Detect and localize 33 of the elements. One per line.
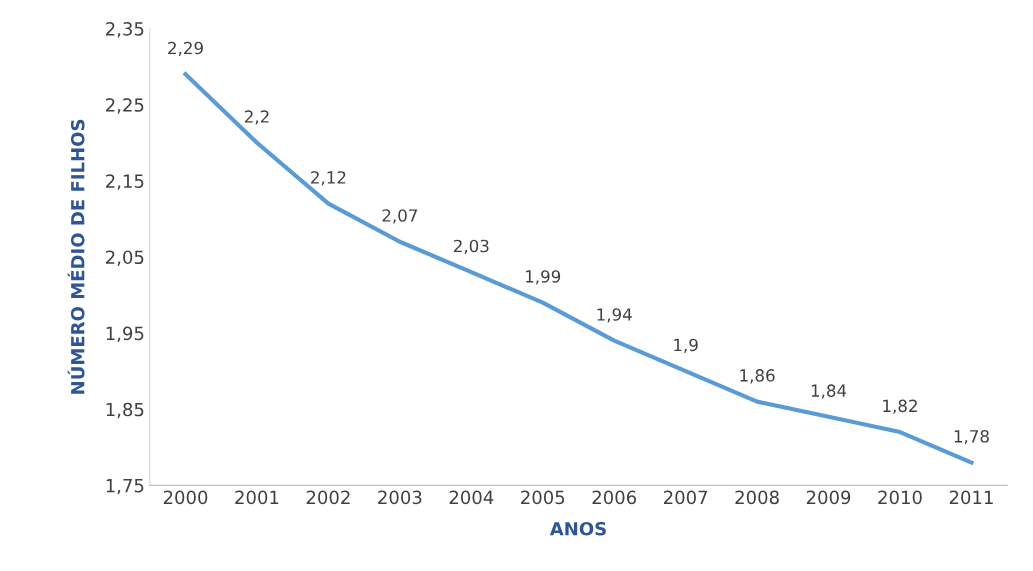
data-label: 1,78 bbox=[954, 430, 989, 445]
x-tick-label: 2008 bbox=[735, 490, 779, 505]
data-label: 2,07 bbox=[382, 209, 417, 224]
y-tick-label: 2,05 bbox=[106, 250, 144, 266]
data-label: 2,29 bbox=[168, 41, 203, 57]
x-tick-label: 2007 bbox=[664, 490, 708, 505]
data-label: 2,12 bbox=[311, 171, 346, 186]
x-tick-label: 2010 bbox=[878, 490, 922, 505]
data-label: 1,82 bbox=[883, 399, 917, 414]
y-tick-label: 1,85 bbox=[106, 402, 144, 419]
data-label: 2,03 bbox=[453, 239, 489, 254]
x-axis-title: ANOS bbox=[549, 521, 606, 536]
x-tick-label: 2006 bbox=[592, 490, 637, 505]
x-tick-label: 2009 bbox=[806, 490, 851, 505]
data-label: 1,86 bbox=[740, 369, 775, 384]
data-label: 1,84 bbox=[811, 384, 847, 399]
x-tick-label: 2002 bbox=[306, 490, 350, 505]
y-axis-title: NÚMERO MÉDIO DE FILHOS bbox=[67, 119, 85, 394]
x-tick-label: 2011 bbox=[949, 490, 993, 505]
x-tick-label: 2004 bbox=[449, 490, 494, 505]
data-label: 1,94 bbox=[597, 308, 632, 323]
y-tick-label: 1,95 bbox=[106, 326, 144, 343]
data-label: 2,2 bbox=[244, 110, 269, 125]
data-label: 1,9 bbox=[674, 338, 698, 353]
x-tick-label: 2003 bbox=[378, 490, 422, 505]
x-tick-label: 2000 bbox=[163, 490, 208, 505]
y-tick-label: 2,35 bbox=[106, 22, 144, 38]
data-label: 1,99 bbox=[526, 270, 561, 285]
x-tick-label: 2001 bbox=[235, 490, 279, 505]
y-tick-label: 2,25 bbox=[106, 98, 144, 114]
y-tick-label: 1,75 bbox=[106, 479, 144, 495]
x-tick-label: 2005 bbox=[521, 490, 565, 505]
y-tick-label: 2,15 bbox=[106, 174, 144, 190]
